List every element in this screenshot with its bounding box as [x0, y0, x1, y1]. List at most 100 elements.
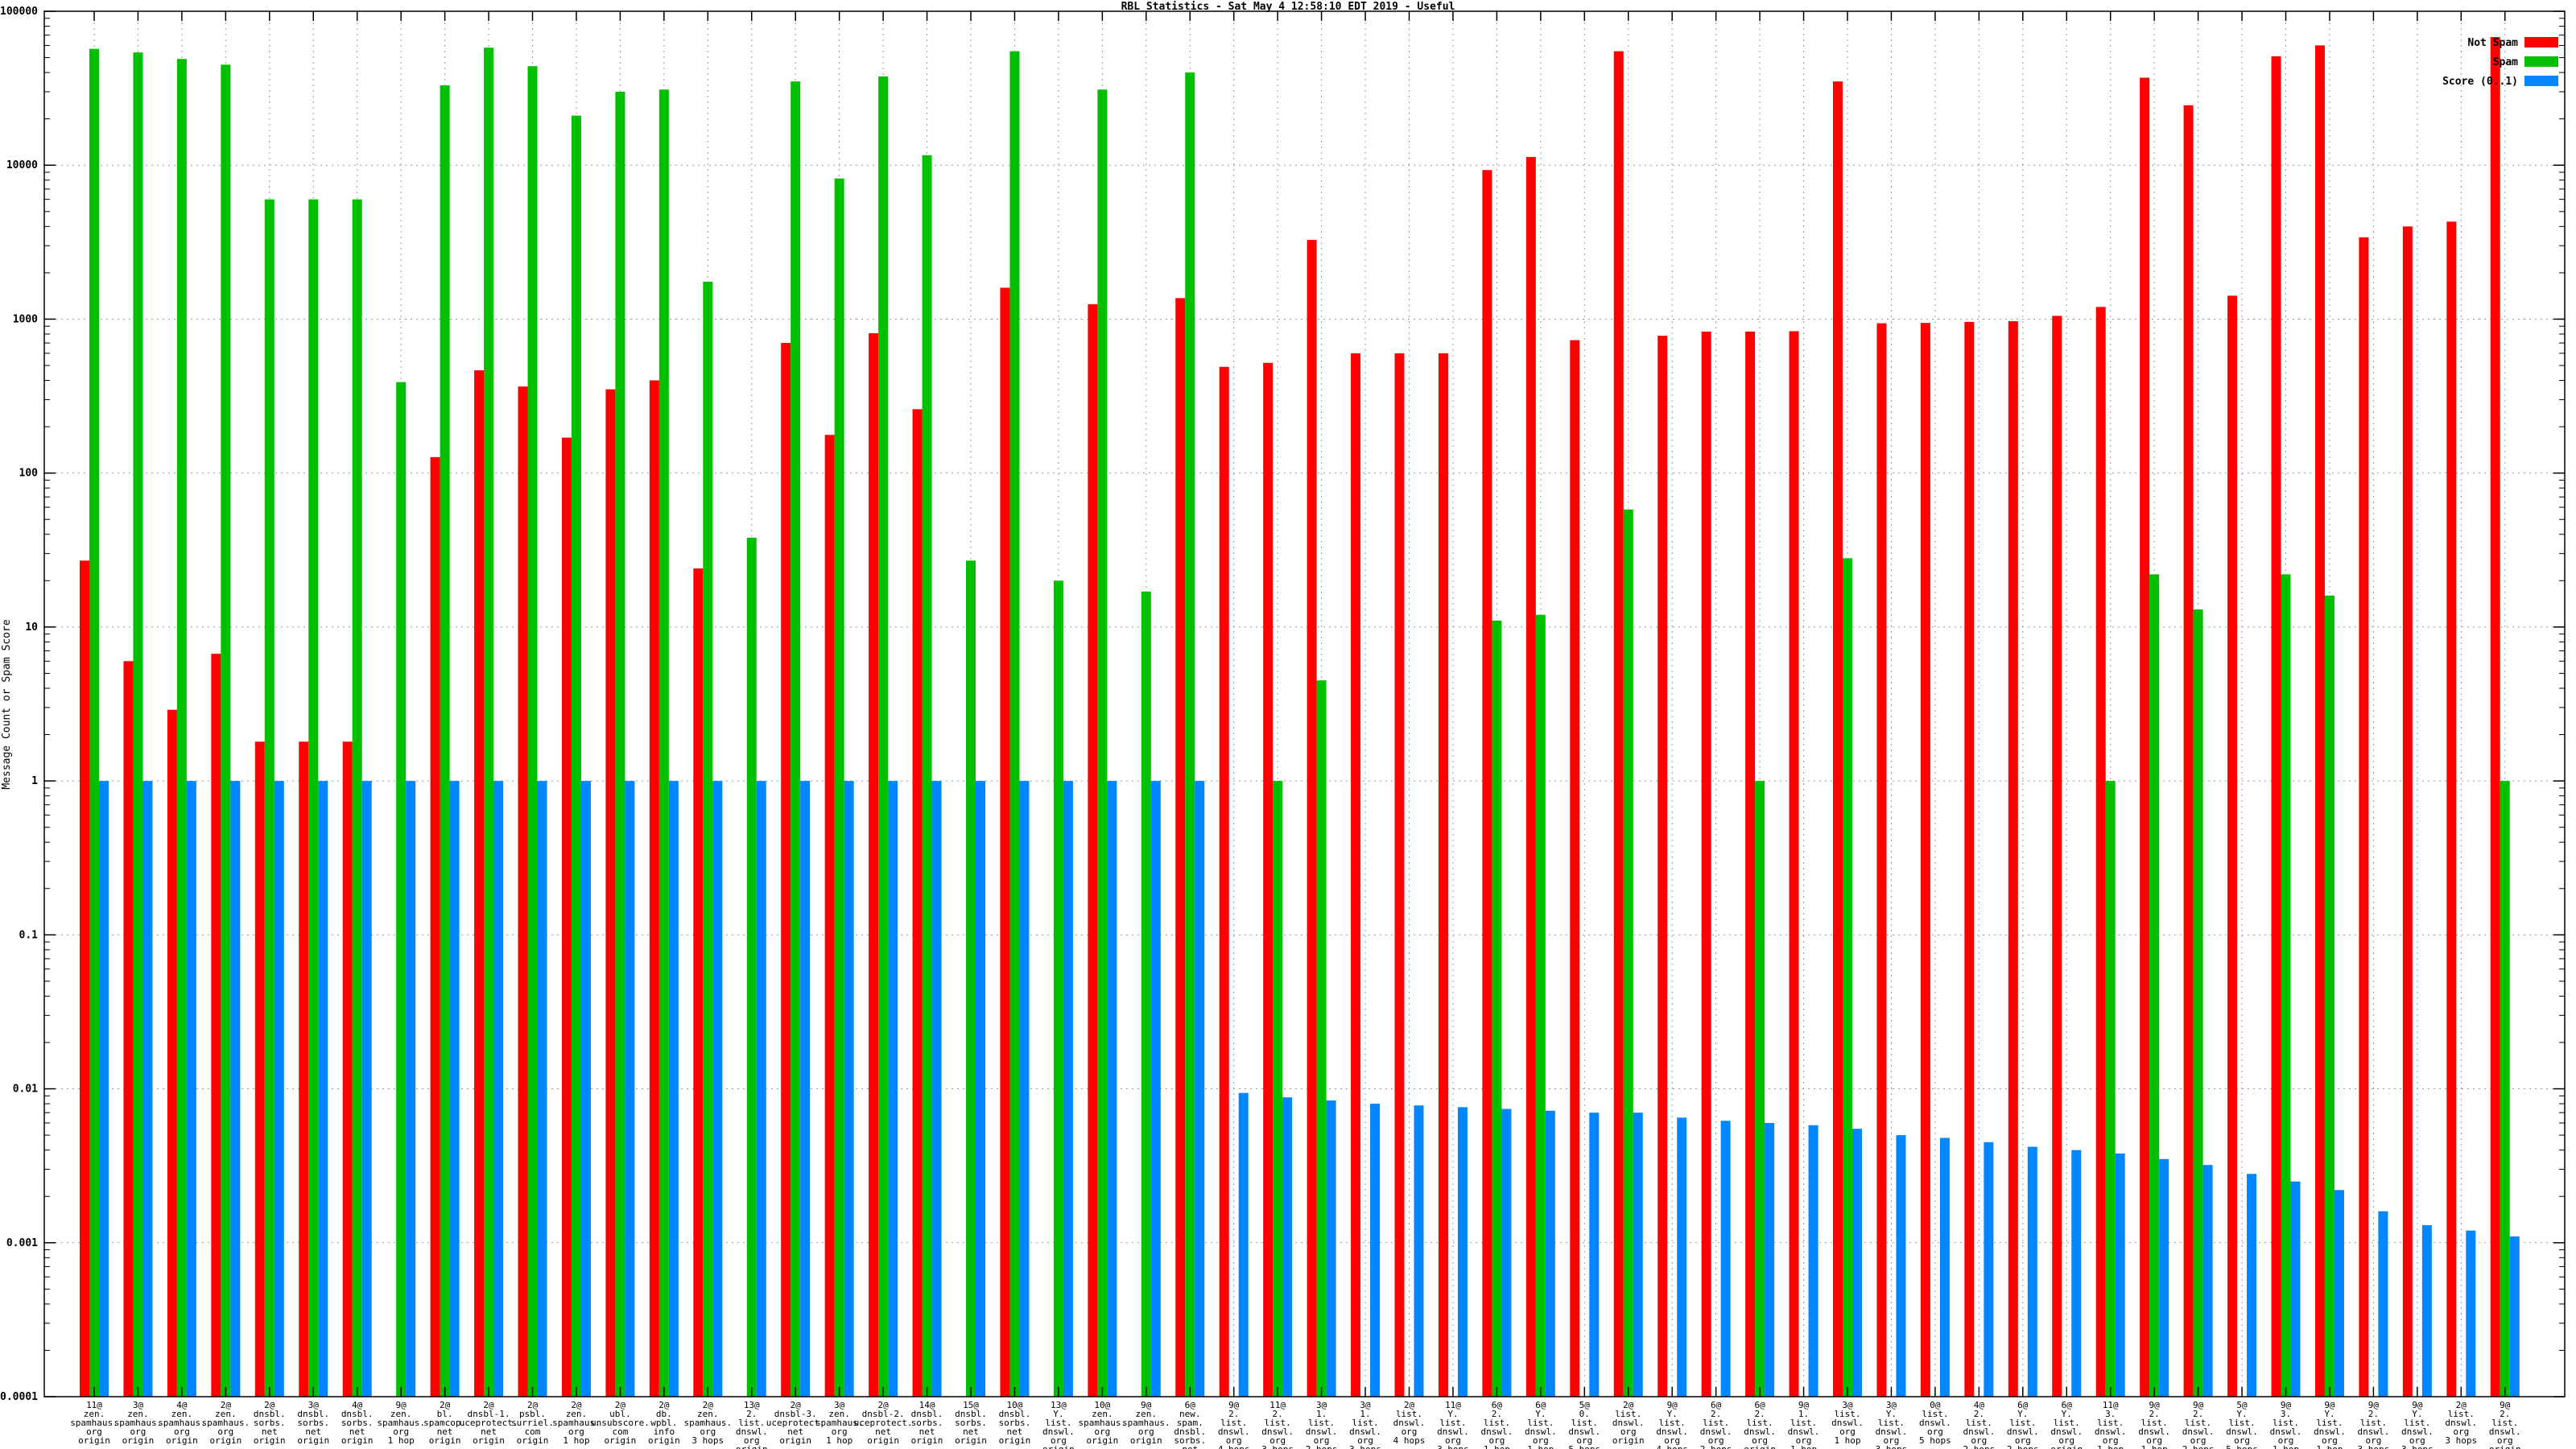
x-tick-label: list. — [1747, 1418, 1773, 1428]
y-tick-label: 0.1 — [19, 929, 39, 941]
bar-spam — [658, 89, 669, 1397]
bar-not-spam — [1657, 336, 1668, 1397]
x-tick-label: 2 hops — [1700, 1444, 1732, 1449]
x-tick-label: Y. — [1447, 1409, 1458, 1419]
x-tick-label: 11@ — [2103, 1400, 2119, 1410]
x-tick-label: dnswl. — [2314, 1426, 2346, 1437]
x-tick-label: sorbs. — [911, 1418, 943, 1428]
y-tick-label: 1 — [31, 775, 38, 787]
x-tick-label: 11@ — [1445, 1400, 1461, 1410]
bar-not-spam — [912, 409, 923, 1397]
bar-not-spam — [1438, 353, 1448, 1397]
bar-score — [1677, 1117, 1687, 1397]
x-tick-label: origin — [648, 1435, 680, 1446]
bar-score — [2202, 1165, 2213, 1397]
x-tick-label: 1 hop — [1527, 1444, 1554, 1449]
bar-not-spam — [342, 741, 353, 1397]
bar-score — [712, 781, 723, 1397]
x-tick-label: 11@ — [1269, 1400, 1286, 1410]
x-tick-label: 3@ — [1886, 1400, 1897, 1410]
x-tick-label: info — [654, 1426, 675, 1437]
x-tick-label: net — [262, 1426, 278, 1437]
x-tick-label: spamhaus. — [815, 1418, 864, 1428]
bar-spam — [1053, 580, 1063, 1397]
bar-not-spam — [1307, 240, 1317, 1397]
x-tick-label: 2@ — [221, 1400, 232, 1410]
x-tick-label: 2 hops — [1306, 1444, 1338, 1449]
x-tick-label: origin — [2489, 1444, 2521, 1449]
bar-not-spam — [649, 380, 659, 1397]
y-tick-label: 100000 — [0, 6, 38, 18]
x-tick-label: zen. — [171, 1409, 193, 1419]
x-tick-label: net — [1007, 1426, 1023, 1437]
x-tick-label: org — [1051, 1435, 1067, 1446]
x-tick-label: dnswl. — [1831, 1418, 1864, 1428]
bar-not-spam — [1833, 81, 1843, 1397]
x-tick-label: origin — [78, 1435, 110, 1446]
bar-score — [2247, 1174, 2257, 1397]
x-tick-label: spamhaus. — [158, 1418, 206, 1428]
bar-spam — [484, 47, 494, 1397]
x-tick-label: list. — [1878, 1418, 1905, 1428]
x-tick-label: Y. — [1535, 1409, 1546, 1419]
x-tick-label: list. — [1220, 1418, 1247, 1428]
x-tick-label: list. — [1527, 1418, 1554, 1428]
x-tick-label: org — [2365, 1435, 2381, 1446]
x-tick-label: origin — [779, 1435, 811, 1446]
x-tick-label: dnswl. — [1306, 1426, 1338, 1437]
x-tick-label: 5@ — [2236, 1400, 2248, 1410]
bar-not-spam — [781, 343, 791, 1397]
bar-spam — [176, 59, 187, 1397]
x-tick-label: 4@ — [1974, 1400, 1985, 1410]
x-tick-label: dnswl. — [1525, 1426, 1557, 1437]
bar-score — [1720, 1121, 1731, 1397]
x-tick-label: 2@ — [658, 1400, 670, 1410]
x-tick-label: zen. — [697, 1409, 719, 1419]
y-tick-label: 10 — [25, 621, 38, 634]
bar-spam — [1623, 509, 1633, 1397]
x-tick-label: org — [217, 1426, 233, 1437]
bar-score — [1457, 1107, 1468, 1397]
bar-not-spam — [605, 389, 616, 1397]
x-tick-label: dnswl. — [1437, 1426, 1469, 1437]
bar-spam — [1316, 680, 1327, 1397]
x-tick-label: zen. — [566, 1409, 588, 1419]
x-tick-label: origin — [1612, 1435, 1645, 1446]
bar-score — [2334, 1190, 2344, 1397]
x-tick-label: dnswl. — [1963, 1426, 1995, 1437]
bar-not-spam — [2402, 226, 2413, 1397]
bar-not-spam — [430, 456, 440, 1397]
x-tick-label: dnswl. — [2226, 1426, 2258, 1437]
x-tick-label: spamhaus. — [70, 1418, 118, 1428]
x-tick-label: spamhaus. — [377, 1418, 425, 1428]
x-tick-label: list. — [1571, 1418, 1598, 1428]
x-tick-label: 9@ — [1667, 1400, 1678, 1410]
bar-not-spam — [299, 741, 309, 1397]
x-tick-label: list. — [1615, 1409, 1641, 1419]
x-tick-label: spamhaus. — [114, 1418, 163, 1428]
x-tick-label: 9@ — [2412, 1400, 2423, 1410]
x-tick-label: org — [2190, 1435, 2207, 1446]
bar-not-spam — [80, 560, 89, 1397]
x-tick-label: 1 hop — [2097, 1444, 2124, 1449]
x-tick-label: zen. — [1136, 1409, 1158, 1419]
x-tick-label: 6@ — [1535, 1400, 1546, 1410]
x-tick-label: surriel. — [511, 1418, 554, 1428]
x-tick-label: org — [2453, 1426, 2469, 1437]
x-tick-label: org — [700, 1426, 716, 1437]
x-tick-label: list. — [2404, 1418, 2430, 1428]
x-tick-label: list. — [2141, 1418, 2168, 1428]
x-tick-label: dnswl. — [2138, 1426, 2170, 1437]
x-tick-label: com — [612, 1426, 628, 1437]
x-tick-label: 3@ — [834, 1400, 845, 1410]
x-tick-label: 1 hop — [1790, 1444, 1817, 1449]
x-tick-label: origin — [1130, 1435, 1162, 1446]
x-tick-label: 4 hops — [1656, 1444, 1688, 1449]
legend: Not Spam Spam Score (0..1) — [2442, 37, 2558, 88]
x-tick-label: list. — [1922, 1409, 1948, 1419]
bar-score — [1019, 781, 1030, 1397]
bar-score — [1984, 1141, 1994, 1397]
x-tick-label: 1. — [1360, 1409, 1370, 1419]
x-tick-label: 2. — [1228, 1409, 1239, 1419]
bar-score — [888, 781, 898, 1397]
